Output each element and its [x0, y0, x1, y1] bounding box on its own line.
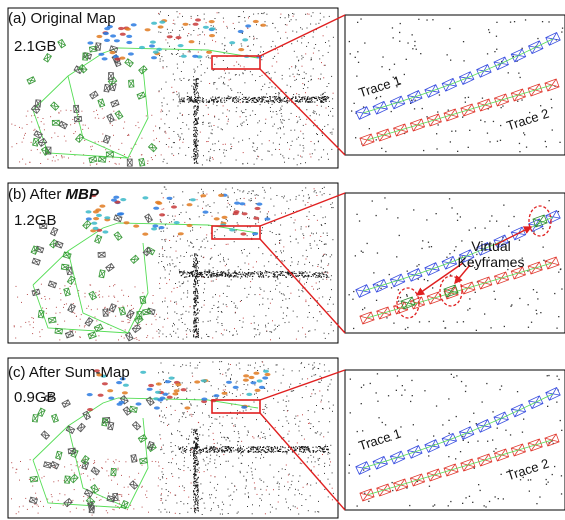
panel-c-points	[11, 361, 334, 516]
panel-c-size: 0.9GB	[14, 389, 57, 406]
panel-a-inset	[344, 14, 565, 156]
panel-c-title: (c) After Sum-Map	[8, 365, 130, 380]
panel-b-size: 1.2GB	[14, 212, 57, 229]
virtual-keyframes	[396, 205, 552, 319]
panel-b-title: (b) After MBP	[8, 187, 99, 202]
virtual-keyframe-marker-3	[528, 205, 552, 237]
panel-b	[7, 182, 565, 344]
panel-a-title: (a) Original Map	[8, 11, 116, 26]
panel-b-inset	[344, 192, 565, 334]
panel-b-title-text: (b) After	[8, 186, 66, 203]
panel-b-map	[7, 182, 339, 344]
panel-a-title-text: (a) Original Map	[8, 10, 116, 27]
panel-a-zoom-line-bottom	[259, 68, 346, 156]
panel-a-zoom-box	[211, 55, 261, 70]
virtual-keyframe-arrows	[415, 226, 533, 296]
virtual-keyframe-marker-2	[439, 275, 463, 307]
panel-c-inset	[344, 369, 565, 511]
panel-c-zoom-box	[211, 399, 261, 414]
panel-a-size: 2.1GB	[14, 38, 57, 55]
panel-c-zoom-line-top	[259, 369, 346, 401]
panel-b-zoom-line-top	[259, 192, 346, 227]
virtual-keyframes-label: Virtual Keyframes	[457, 238, 525, 271]
panel-a-zoom-line-top	[259, 14, 346, 57]
panel-c-title-text: (c) After Sum-Map	[8, 364, 130, 381]
virtual-keyframe-2	[443, 284, 459, 298]
panel-a-cameras	[26, 18, 267, 167]
panel-c-cameras	[28, 369, 271, 514]
panel-b-title-method: MBP	[65, 186, 99, 203]
panel-b-zoom-box	[211, 225, 261, 240]
panel-c-map	[7, 357, 339, 519]
panel-a-map	[7, 7, 339, 169]
virtual-keyframe-3	[532, 214, 548, 228]
virtual-keyframe-1	[400, 296, 416, 310]
panel-b-zoom-line-bottom	[259, 238, 346, 334]
panel-c	[7, 357, 565, 519]
panel-c-zoom-line-bottom	[259, 412, 346, 511]
panel-a-trajectory	[32, 47, 259, 159]
virtual-keyframe-marker-1	[396, 287, 420, 319]
panel-a	[7, 7, 565, 169]
panel-a-points	[11, 11, 334, 166]
panel-b-cameras	[30, 193, 271, 342]
